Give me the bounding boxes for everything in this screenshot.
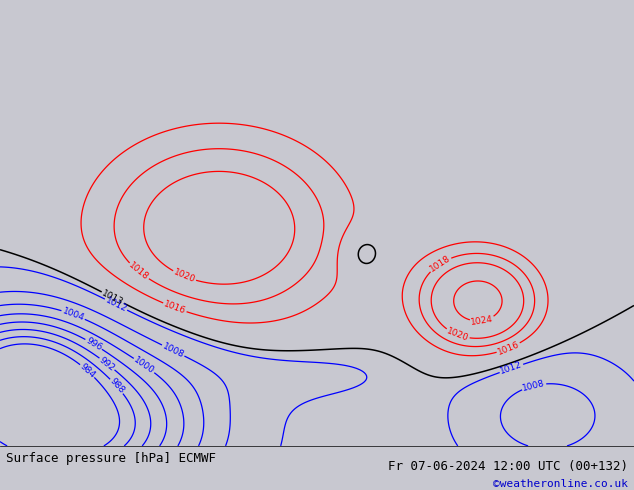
Text: 1004: 1004 <box>61 306 86 323</box>
Text: 1020: 1020 <box>172 268 197 285</box>
Text: 984: 984 <box>78 362 97 380</box>
Text: 1008: 1008 <box>522 379 546 393</box>
Text: 1016: 1016 <box>496 340 521 357</box>
Text: 1013: 1013 <box>101 289 125 307</box>
Text: 1012: 1012 <box>499 360 524 376</box>
Text: 1018: 1018 <box>428 254 452 274</box>
Text: 1016: 1016 <box>162 299 187 316</box>
Text: 1000: 1000 <box>132 355 156 376</box>
Text: 1018: 1018 <box>127 261 150 282</box>
Text: 1024: 1024 <box>470 315 494 327</box>
Text: 1008: 1008 <box>161 342 186 360</box>
Text: ©weatheronline.co.uk: ©weatheronline.co.uk <box>493 479 628 489</box>
Text: 992: 992 <box>98 355 117 373</box>
Text: 1012: 1012 <box>104 295 128 314</box>
Text: 996: 996 <box>84 336 103 352</box>
Text: 1020: 1020 <box>445 326 470 343</box>
Text: 988: 988 <box>108 377 126 396</box>
Text: Fr 07-06-2024 12:00 UTC (00+132): Fr 07-06-2024 12:00 UTC (00+132) <box>387 460 628 473</box>
Text: Surface pressure [hPa] ECMWF: Surface pressure [hPa] ECMWF <box>6 452 216 465</box>
